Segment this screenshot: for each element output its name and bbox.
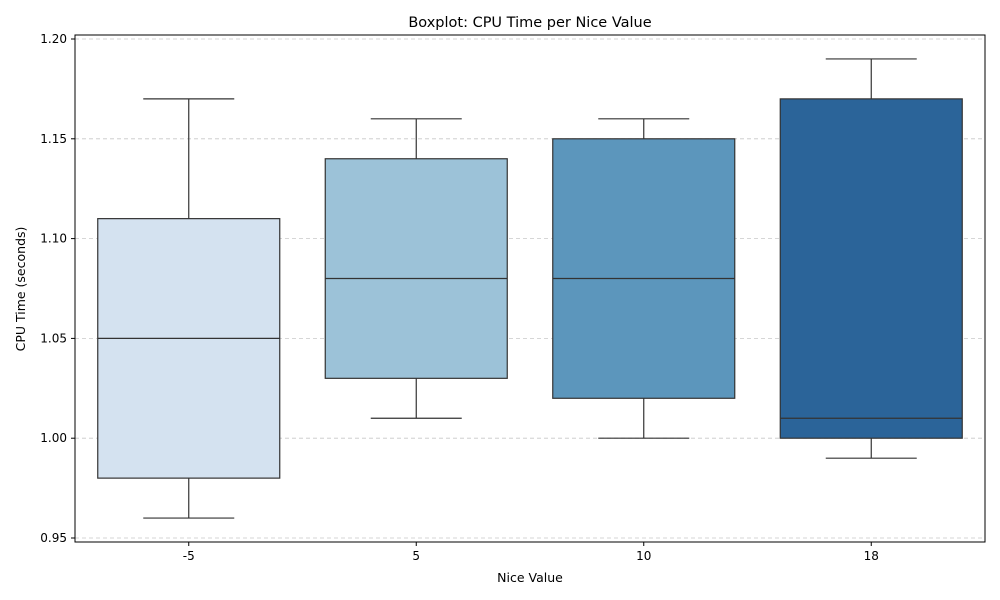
- plot-frame: [74, 34, 986, 543]
- iqr-box: [552, 138, 736, 399]
- y-tick-label: 1.05: [40, 331, 67, 345]
- x-axis-label: Nice Value: [497, 570, 563, 585]
- y-tick-label: 1.10: [40, 232, 67, 246]
- y-tick-label: 1.20: [40, 32, 67, 46]
- box-group--5: [97, 98, 281, 519]
- y-axis-ticks: 0.95 1.00 1.05 1.10 1.15 1.20: [40, 32, 75, 545]
- x-tick-label: 10: [636, 549, 651, 563]
- x-axis-ticks: -5 5 10 18: [183, 542, 879, 563]
- iqr-box: [324, 158, 508, 379]
- chart-title: Boxplot: CPU Time per Nice Value: [408, 15, 651, 31]
- box-group-5: [324, 118, 508, 419]
- x-tick-label: -5: [183, 549, 195, 563]
- iqr-box: [97, 218, 281, 479]
- y-tick-label: 0.95: [40, 531, 67, 545]
- x-tick-label: 18: [864, 549, 879, 563]
- boxes: [97, 58, 963, 519]
- box-group-18: [779, 58, 963, 459]
- box-group-10: [552, 118, 736, 439]
- y-axis-label: CPU Time (seconds): [13, 227, 28, 352]
- x-tick-label: 5: [412, 549, 420, 563]
- y-tick-label: 1.00: [40, 431, 67, 445]
- y-tick-label: 1.15: [40, 132, 67, 146]
- iqr-box: [779, 98, 963, 439]
